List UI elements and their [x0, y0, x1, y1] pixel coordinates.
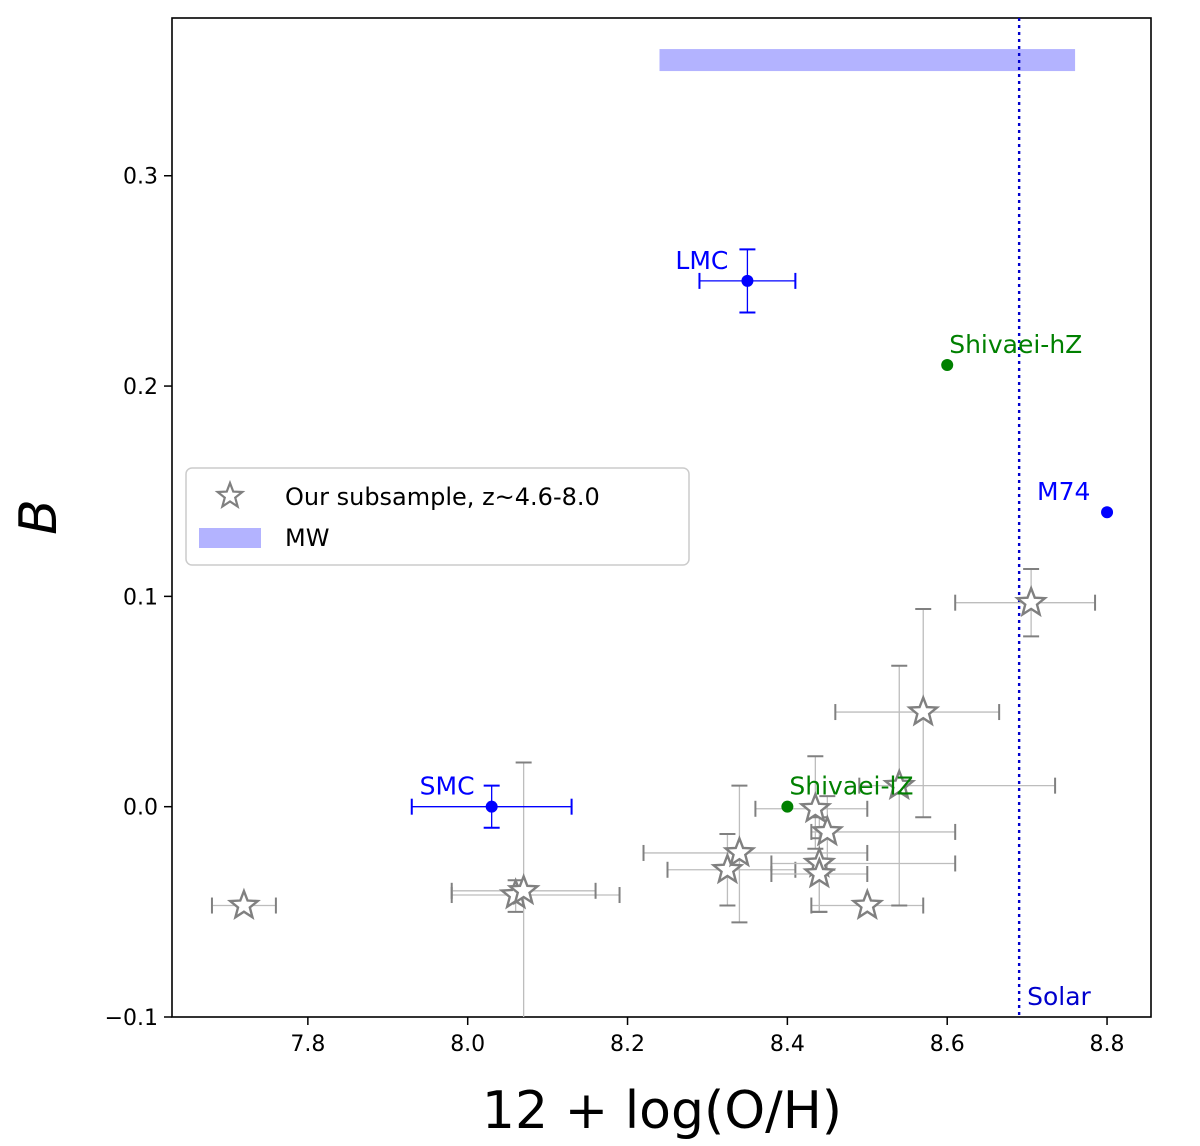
subsample-star-icon [710, 851, 745, 885]
marker-layer [226, 274, 1114, 920]
subsample-star-icon [226, 887, 261, 920]
y-tick-label: 0.1 [123, 585, 158, 610]
y-tick-label: −0.1 [105, 1006, 158, 1031]
x-tick-label: 8.0 [450, 1032, 485, 1057]
smc-label: SMC [420, 772, 475, 801]
x-tick-label: 8.4 [770, 1032, 805, 1057]
legend-star-icon [214, 479, 246, 510]
subsample-star-icon [1014, 584, 1049, 618]
subsample-star-icon [722, 835, 757, 868]
plot-frame [171, 17, 1152, 1018]
subsample-star-icon [798, 790, 833, 824]
x-tick-label: 7.8 [290, 1032, 325, 1057]
annotation-layer: Solar LMC SMC M74 Shivaei-hZ Shivaei-lZ [420, 246, 1092, 1011]
y-tick-label: 0.3 [123, 165, 158, 190]
x-tick-label: 8.2 [610, 1032, 645, 1057]
y-axis-label: B [9, 499, 69, 535]
tick-layer: 7.8 8.0 8.2 8.4 8.6 8.8 −0.1 0.0 0.1 0.2 0.3 [105, 165, 1125, 1057]
subsample-star-icon [810, 814, 845, 847]
legend-label-subsample: Our subsample, z~4.6-8.0 [285, 483, 600, 511]
shivaei-lz-label: Shivaei-lZ [789, 772, 913, 801]
x-axis-label: 12 + log(O/H) [482, 1081, 842, 1141]
solar-label: Solar [1027, 982, 1091, 1011]
shivaei-hz-point [941, 359, 954, 372]
legend-mw-swatch [199, 528, 261, 548]
legend-label-mw: MW [285, 524, 329, 552]
m74-point [1101, 506, 1114, 519]
smc-point [485, 800, 498, 813]
subsample-star-icon [906, 694, 941, 727]
shivaei-lz-point [781, 800, 794, 813]
legend: Our subsample, z~4.6-8.0 MW [185, 467, 690, 566]
subsample-star-icon [506, 872, 541, 906]
mw-band [659, 49, 1076, 72]
lmc-label: LMC [675, 246, 728, 275]
lmc-point [741, 274, 754, 287]
y-tick-label: 0.0 [123, 796, 158, 821]
x-tick-label: 8.8 [1090, 1032, 1125, 1057]
mw-and-solar-layer [659, 18, 1076, 1017]
subsample-star-icon [802, 856, 837, 889]
legend-box [185, 467, 690, 566]
subsample-star-icon [882, 767, 917, 801]
shivaei-hz-label: Shivaei-hZ [949, 330, 1082, 359]
x-tick-label: 8.6 [930, 1032, 965, 1057]
subsample-star-icon [850, 887, 885, 920]
m74-label: M74 [1037, 477, 1090, 506]
y-tick-label: 0.2 [123, 375, 158, 400]
